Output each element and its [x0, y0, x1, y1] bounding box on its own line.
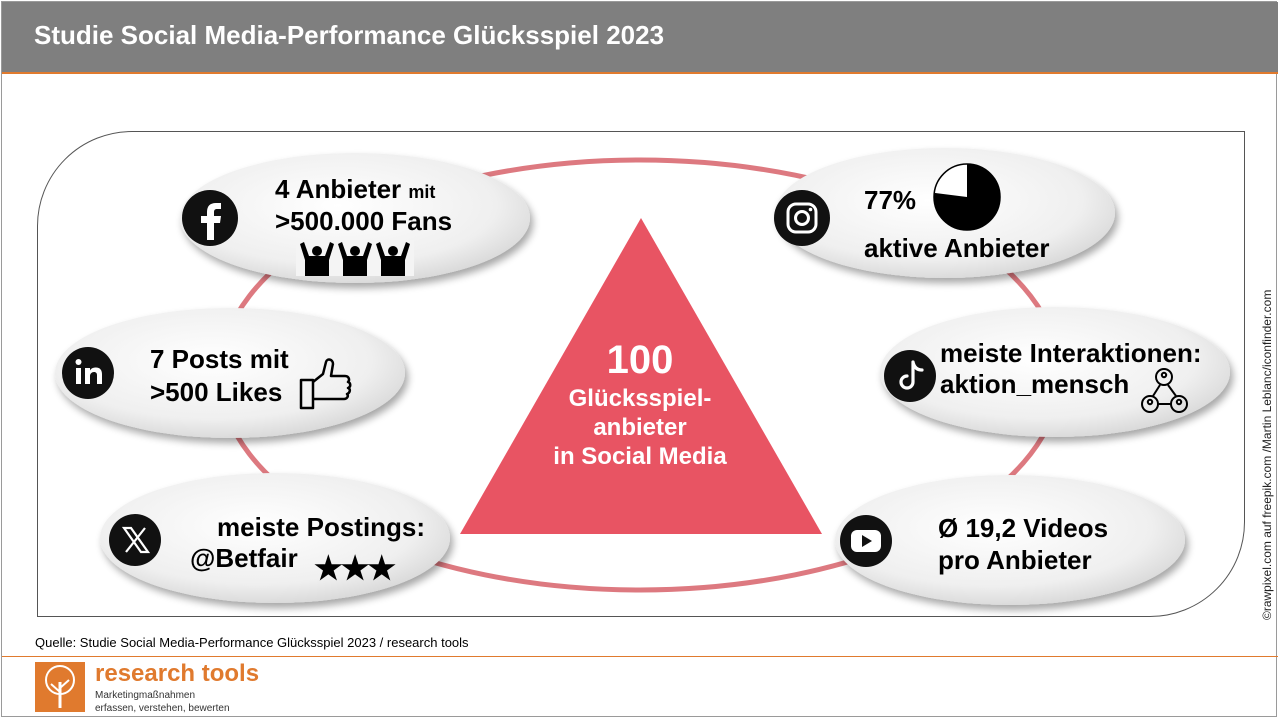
cheering-crowd-icon — [296, 240, 414, 276]
center-line2: anbieter — [593, 414, 687, 441]
tiktok-line2: aktion_mensch — [940, 369, 1130, 399]
header-divider — [2, 72, 1278, 74]
center-triangle — [460, 218, 822, 534]
facebook-icon — [182, 190, 238, 246]
slide-title: Studie Social Media-Performance Glückssp… — [34, 20, 665, 50]
x-line2: @Betfair — [190, 543, 298, 573]
facebook-line1: 4 Anbieter mit — [275, 173, 435, 208]
image-credit: ©rawpixel.com auf freepik.com /Martin Le… — [1260, 289, 1274, 620]
header-bar — [2, 2, 1278, 72]
tiktok-line1: meiste Interaktionen: — [940, 338, 1202, 368]
facebook-line1-small: mit — [408, 182, 436, 202]
x-line1: meiste Postings: — [217, 512, 426, 542]
instagram-pie — [933, 163, 1001, 231]
facebook-line1-main: 4 Anbieter — [275, 174, 402, 204]
bubble-youtube — [835, 475, 1185, 605]
instagram-label: aktive Anbieter — [864, 233, 1050, 263]
youtube-icon — [840, 515, 892, 567]
tree-logo-icon — [35, 662, 85, 712]
youtube-line1: Ø 19,2 Videos — [938, 513, 1109, 543]
youtube-line2: pro Anbieter — [938, 545, 1092, 575]
footer-divider — [2, 656, 1278, 657]
source-note: Quelle: Studie Social Media-Performance … — [35, 635, 469, 650]
x-icon — [109, 514, 161, 566]
tree-logo-graphic — [45, 665, 75, 708]
bubble-facebook — [180, 153, 530, 283]
center-number: 100 — [606, 338, 674, 382]
linkedin-line2: >500 Likes — [150, 377, 283, 407]
linkedin-icon — [62, 347, 114, 399]
instagram-icon — [774, 190, 830, 246]
brand-name: research tools — [95, 660, 260, 687]
three-stars-icon: ★★★ — [314, 550, 396, 586]
facebook-line2: >500.000 Fans — [275, 206, 453, 236]
bubble-x — [100, 473, 450, 603]
linkedin-line1: 7 Posts mit — [150, 344, 289, 374]
pie-slice — [933, 164, 1000, 230]
instagram-percent: 77% — [864, 185, 917, 215]
brand-tagline-2: erfassen, verstehen, bewerten — [95, 703, 230, 714]
center-line1: Glücksspiel- — [568, 385, 712, 412]
bubble-linkedin — [55, 308, 405, 438]
tiktok-icon — [884, 350, 936, 402]
brand-tagline-1: Marketingmaßnahmen — [95, 690, 196, 701]
network-people-icon — [1141, 368, 1188, 413]
center-line3: in Social Media — [553, 443, 727, 470]
thumbs-up-icon — [299, 358, 352, 410]
